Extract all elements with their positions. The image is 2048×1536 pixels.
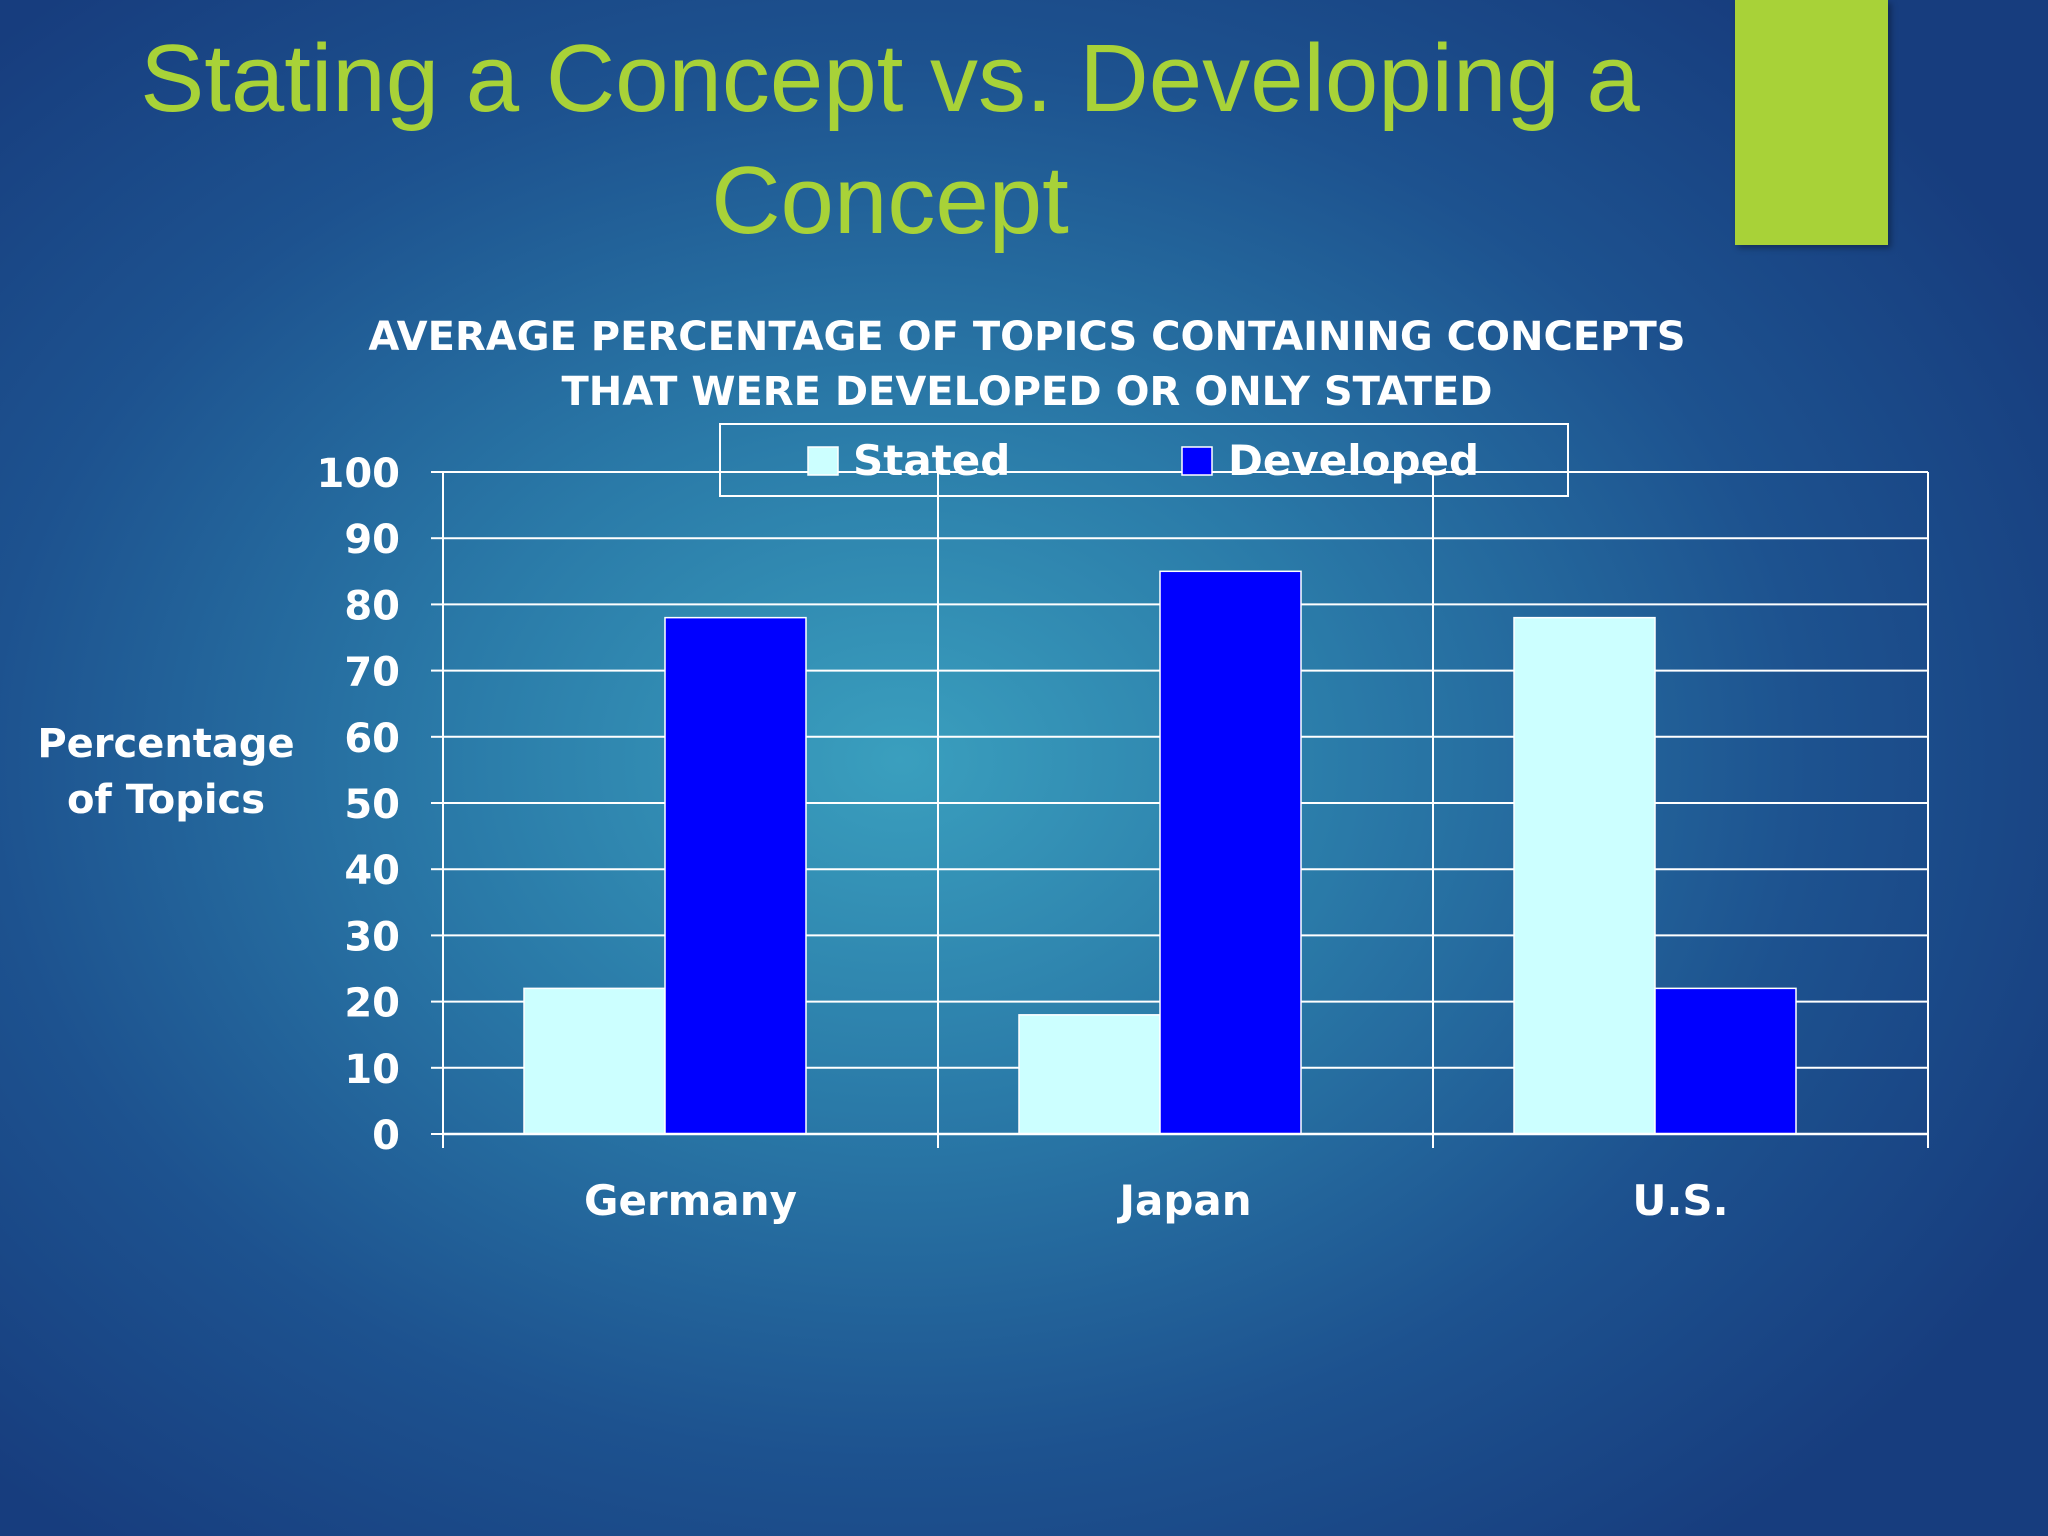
legend: Stated Developed [719, 423, 1569, 497]
bar-germany-stated [523, 987, 666, 1135]
y-tick-label-20: 20 [344, 981, 400, 1027]
y-axis-label-line-1: Percentage [37, 721, 294, 767]
bars [523, 570, 1797, 1135]
y-axis-label-line-2: of Topics [67, 777, 265, 823]
x-tick-label-0: Germany [584, 1176, 797, 1225]
x-tick-label-2: U.S. [1632, 1176, 1728, 1225]
y-tick-label-100: 100 [317, 451, 401, 497]
axes: 0 10 20 30 40 50 60 70 80 90 100 Germany Japan U.S. [317, 451, 1928, 1225]
legend-swatch-stated [807, 446, 839, 476]
bar-germany-developed [664, 616, 807, 1135]
legend-swatch-developed [1181, 446, 1213, 476]
legend-box [719, 423, 1569, 497]
chart-title-line-2: THAT WERE DEVELOPED OR ONLY STATED [562, 369, 1493, 415]
y-tick-label-90: 90 [344, 517, 400, 563]
bar-u-s-stated [1513, 616, 1656, 1135]
legend-label-stated: Stated [853, 436, 1010, 485]
bar-japan-developed [1159, 570, 1302, 1135]
y-tick-label-30: 30 [344, 914, 400, 960]
y-axis-label: Percentage of Topics [37, 721, 294, 823]
slide-title: Stating a Concept vs. Developing a Conce… [140, 25, 1640, 254]
bar-u-s-developed [1654, 987, 1797, 1135]
y-tick-label-70: 70 [344, 650, 400, 696]
legend-label-developed: Developed [1228, 436, 1479, 485]
chart-title: AVERAGE PERCENTAGE OF TOPICS CONTAINING … [368, 314, 1685, 415]
y-tick-label-0: 0 [372, 1113, 400, 1159]
y-tick-label-60: 60 [344, 716, 400, 762]
y-tick-label-10: 10 [344, 1047, 400, 1093]
bar-japan-stated [1018, 1014, 1161, 1135]
accent-bar [1735, 0, 1888, 245]
y-tick-label-40: 40 [344, 848, 400, 894]
y-tick-label-80: 80 [344, 583, 400, 629]
x-tick-label-1: Japan [1116, 1176, 1251, 1225]
y-tick-label-50: 50 [344, 782, 400, 828]
chart-title-line-1: AVERAGE PERCENTAGE OF TOPICS CONTAINING … [368, 314, 1685, 360]
